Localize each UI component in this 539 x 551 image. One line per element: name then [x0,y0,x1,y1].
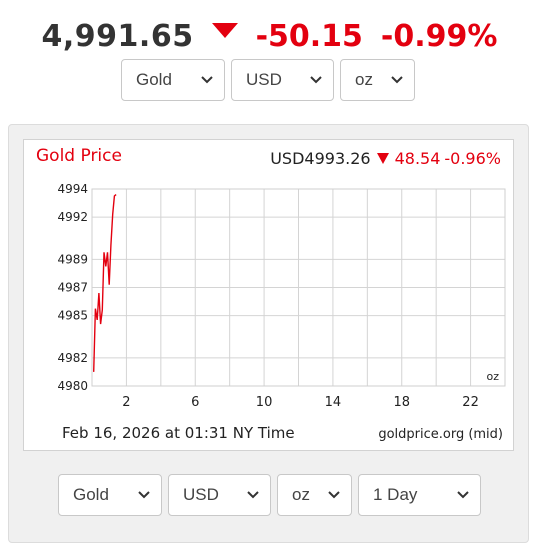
y-tick-label: 4980 [57,379,88,393]
down-arrow-icon [211,22,238,38]
chart-quote-change: 48.54 [394,149,441,168]
x-tick-label: 6 [191,395,199,410]
price-chart: 4994 4992 4989 4987 4985 4982 4980 2 6 10 14 18 22 oz [57,182,506,410]
chart-unit-label: oz [486,370,499,383]
plot-frame [91,188,506,387]
chart-timestamp: Feb 16, 2026 at 01:31 NY Time [62,424,295,442]
chevron-down-icon [201,76,213,84]
price-series-line [93,194,117,372]
x-tick-label: 10 [256,395,273,410]
unit-select[interactable]: oz [340,59,415,101]
chevron-down-icon [138,491,150,499]
metal-select[interactable]: Gold [121,59,225,101]
x-tick-label: 22 [462,395,479,410]
currency-select[interactable]: USD [231,59,334,101]
chart-metal-select[interactable]: Gold [58,474,162,516]
top-quote: 4,991.65 -50.15 -0.99% [0,14,539,58]
y-tick-label: 4989 [57,252,88,266]
y-tick-label: 4982 [57,351,88,365]
chart-source: goldprice.org (mid) [378,427,503,442]
x-tick-label: 2 [122,395,130,410]
chart-quote-percent: -0.96% [444,149,501,168]
chevron-down-icon [310,76,322,84]
x-tick-label: 18 [393,395,410,410]
chart-currency-select-value: USD [183,485,219,504]
chart-metal-select-value: Gold [73,485,109,504]
chevron-down-icon [328,491,340,499]
y-tick-label: 4987 [57,281,88,295]
chevron-down-icon [247,491,259,499]
chart-unit-select-value: oz [292,485,310,504]
chart-unit-select[interactable]: oz [277,474,352,516]
currency-select-value: USD [246,70,282,89]
chevron-down-icon [391,76,403,84]
y-tick-label: 4992 [57,210,88,224]
price-change-percent: -0.99% [380,18,498,54]
x-tick-label: 14 [325,395,342,410]
range-select-value: 1 Day [373,485,418,504]
price-change: -50.15 [255,18,363,54]
price-value: 4,991.65 [41,18,194,54]
chart-title: Gold Price [36,146,122,166]
chart-container: Gold Price USD4993.26 48.54 -0.96% 4994 4… [23,139,514,451]
y-tick-label: 4985 [57,309,88,323]
chart-quote-price: USD4993.26 [270,149,371,168]
chart-quote: USD4993.26 48.54 -0.96% [270,149,501,168]
y-tick-label: 4994 [57,182,88,196]
down-arrow-icon [376,153,389,164]
chevron-down-icon [457,491,469,499]
unit-select-value: oz [355,70,373,89]
chart-currency-select[interactable]: USD [168,474,271,516]
metal-select-value: Gold [136,70,172,89]
range-select[interactable]: 1 Day [358,474,481,516]
